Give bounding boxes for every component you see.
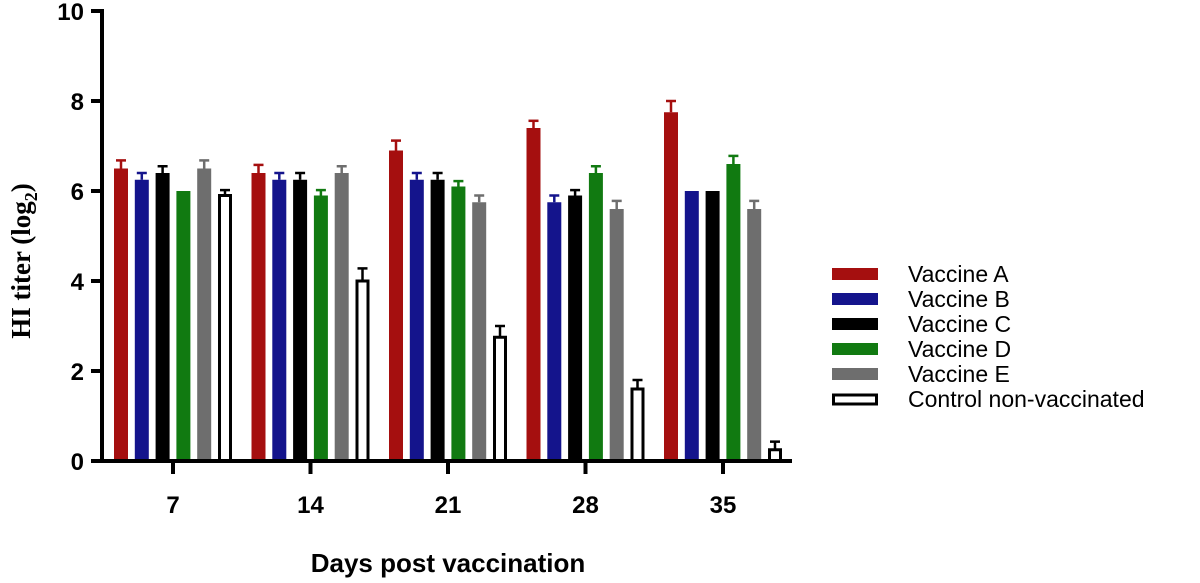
y-tick-label: 2 [71,359,84,386]
x-tick-label: 14 [297,492,324,519]
bar-vaccine-b-day-7 [134,179,149,461]
bar-vaccine-e-day-14 [334,173,349,461]
bar-vaccine-c-day-35 [705,191,720,461]
bar-vaccine-c-day-28 [568,195,583,461]
bar-vaccine-b-day-28 [547,202,562,461]
bar-vaccine-a-day-35 [664,112,678,461]
bar-vaccine-e-day-28 [609,209,624,461]
y-tick-label: 0 [71,449,84,476]
bar-control-day-28 [630,387,645,463]
legend-swatch [832,343,878,355]
bar-vaccine-b-day-21 [409,179,424,461]
bar-control-day-14 [355,279,370,463]
y-axis-title-subscript: 2 [21,192,41,201]
legend-label: Vaccine A [908,261,1009,287]
y-ticks: 0 2 4 6 8 10 [57,0,102,476]
bar-vaccine-a-day-21 [389,150,403,461]
y-tick-label: 6 [71,179,84,206]
legend-swatch [832,268,878,280]
bars-layer [114,99,782,463]
legend-label: Vaccine D [908,336,1011,362]
y-axis-title: HI titer (log2) [6,183,41,338]
legend-swatch [832,293,878,305]
bar-vaccine-d-day-7 [176,191,191,461]
bar-vaccine-c-day-14 [293,179,308,461]
bar-vaccine-b-day-14 [272,179,287,461]
x-tick-label: 35 [710,492,737,519]
bar-vaccine-d-day-35 [726,164,741,461]
x-tick-label: 21 [435,492,462,519]
bar-control-day-21 [493,335,507,463]
bar-vaccine-c-day-21 [430,179,445,461]
bar-vaccine-a-day-14 [251,173,266,461]
x-tick-label: 7 [166,492,179,519]
bar-vaccine-c-day-7 [155,173,170,461]
y-axis-title-main: HI titer (log [6,201,36,339]
legend-label: Vaccine E [908,361,1010,387]
y-tick-label: 8 [71,89,84,116]
legend-label: Vaccine C [908,311,1011,337]
x-tick-label: 28 [572,492,599,519]
bar-vaccine-e-day-21 [472,202,487,461]
bar-vaccine-b-day-35 [684,191,699,461]
legend-swatch [832,368,878,380]
bar-vaccine-e-day-35 [747,209,762,461]
x-axis-title: Days post vaccination [311,548,586,578]
bar-vaccine-d-day-14 [313,195,328,461]
bar-vaccine-a-day-28 [526,128,541,461]
y-tick-label: 4 [71,269,85,296]
bar-control-day-7 [218,194,232,463]
bar-vaccine-e-day-7 [197,168,212,461]
y-axis-title-close: ) [6,183,36,192]
x-ticks: 7 14 21 28 35 [166,461,736,519]
bar-vaccine-d-day-21 [451,186,466,461]
bar-vaccine-a-day-7 [114,168,128,461]
y-tick-label: 10 [57,0,84,26]
bar-vaccine-d-day-28 [588,173,603,461]
legend-swatch [832,318,878,330]
legend-swatch [832,393,878,406]
legend-label: Vaccine B [908,286,1010,312]
legend-label: Control non-vaccinated [908,386,1145,412]
